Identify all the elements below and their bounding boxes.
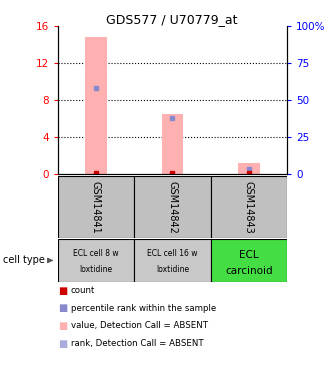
Text: ECL cell 16 w: ECL cell 16 w [147, 249, 198, 258]
Text: GSM14843: GSM14843 [244, 181, 254, 234]
Text: value, Detection Call = ABSENT: value, Detection Call = ABSENT [71, 321, 208, 330]
Text: ■: ■ [58, 321, 67, 331]
Bar [211, 239, 287, 282]
Text: carcinoid: carcinoid [225, 266, 273, 276]
Bar [134, 176, 211, 238]
Text: GSM14841: GSM14841 [91, 181, 101, 234]
Bar [134, 239, 211, 282]
Text: ■: ■ [58, 339, 67, 348]
Text: ECL: ECL [239, 250, 259, 260]
Text: loxtidine: loxtidine [156, 266, 189, 274]
Bar [162, 114, 183, 174]
Bar [58, 239, 134, 282]
Text: GDS577 / U70779_at: GDS577 / U70779_at [106, 13, 237, 26]
Text: ECL cell 8 w: ECL cell 8 w [73, 249, 119, 258]
Text: percentile rank within the sample: percentile rank within the sample [71, 304, 216, 313]
Bar [238, 163, 260, 174]
Text: cell type: cell type [3, 255, 45, 266]
Text: ■: ■ [58, 286, 67, 296]
Text: ■: ■ [58, 303, 67, 313]
Bar [58, 176, 134, 238]
Text: rank, Detection Call = ABSENT: rank, Detection Call = ABSENT [71, 339, 204, 348]
Text: GSM14842: GSM14842 [167, 181, 178, 234]
Text: loxtidine: loxtidine [80, 266, 113, 274]
Text: count: count [71, 286, 95, 295]
Bar [211, 176, 287, 238]
Bar [85, 38, 107, 174]
